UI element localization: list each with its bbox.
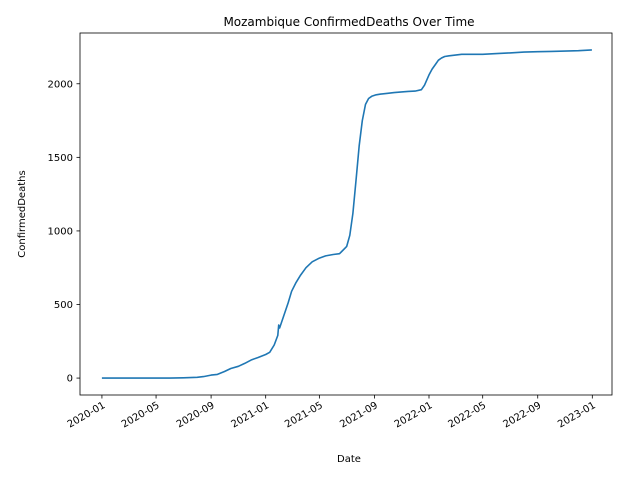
plot-frame	[79, 32, 613, 396]
y-tick-label: 1500	[48, 153, 73, 164]
plot-area	[101, 49, 592, 379]
chart-title: Mozambique ConfirmedDeaths Over Time	[223, 15, 474, 29]
y-tick-label: 0	[67, 374, 73, 385]
x-axis-label: Date	[337, 454, 361, 465]
y-tick-label: 1000	[48, 226, 73, 237]
y-axis-label: ConfirmedDeaths	[17, 170, 28, 257]
y-tick-label: 500	[54, 300, 73, 311]
y-tick-label: 2000	[48, 79, 73, 90]
series-line	[101, 49, 592, 379]
